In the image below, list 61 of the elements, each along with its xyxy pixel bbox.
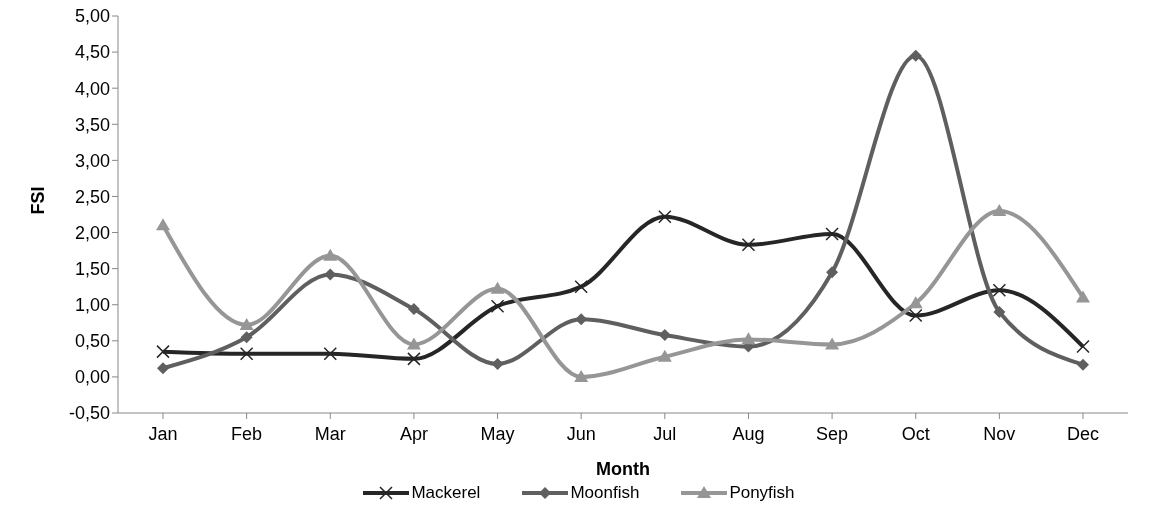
x-tick-label: Aug	[732, 423, 765, 444]
point	[156, 344, 170, 359]
point	[157, 362, 169, 375]
legend-label: Moonfish	[570, 483, 640, 503]
x-tick-label: Jan	[148, 423, 178, 444]
point	[490, 299, 505, 313]
point	[407, 303, 420, 316]
point	[239, 317, 254, 330]
y-tick-label: 4,00	[74, 78, 110, 99]
y-tick-label: 2,00	[74, 222, 110, 243]
point	[491, 357, 504, 370]
x-tick-label: Nov	[983, 423, 1016, 444]
point	[323, 347, 338, 361]
point	[239, 347, 254, 361]
x-tick-label: Feb	[231, 423, 263, 444]
point	[825, 337, 840, 350]
y-tick-label: 1,00	[74, 295, 110, 316]
x-tick-label: May	[480, 423, 515, 444]
y-tick-label: 2,50	[74, 186, 110, 207]
legend-label: Ponyfish	[729, 483, 795, 503]
point	[825, 227, 839, 241]
point	[1076, 339, 1090, 354]
y-axis-title: FSI	[28, 186, 49, 215]
y-tick-label: 3,00	[74, 150, 110, 171]
x-axis-title: Month	[596, 459, 650, 479]
y-tick-label: 5,00	[74, 6, 110, 27]
point	[1076, 290, 1090, 303]
point	[156, 218, 170, 231]
x-tick-label: Jul	[653, 423, 677, 444]
point	[490, 281, 505, 294]
point	[240, 331, 253, 344]
y-tick-label: 3,50	[74, 114, 110, 135]
legend-label: Mackerel	[411, 483, 481, 503]
point	[574, 369, 589, 382]
point	[992, 203, 1007, 216]
y-tick-label: -0,50	[68, 403, 110, 424]
point	[741, 332, 756, 345]
point	[658, 209, 672, 224]
point	[908, 296, 923, 309]
x-tick-label: Dec	[1066, 423, 1100, 444]
point	[323, 248, 338, 261]
y-tick-label: 0,50	[74, 331, 110, 352]
point	[992, 283, 1007, 298]
point	[406, 337, 421, 350]
x-tick-label: Sep	[816, 423, 849, 444]
point	[993, 305, 1006, 318]
point	[909, 49, 922, 62]
x-tick-label: Oct	[901, 423, 930, 444]
x-tick-label: Apr	[399, 423, 428, 444]
y-tick-label: 4,50	[74, 42, 110, 63]
point	[908, 308, 923, 323]
point	[826, 266, 839, 279]
x-tick-label: Mar	[314, 423, 346, 444]
point	[657, 349, 672, 362]
point	[741, 238, 756, 252]
point	[1077, 358, 1089, 371]
x-tick-label: Jun	[566, 423, 596, 444]
point	[407, 352, 421, 366]
y-tick-label: 1,50	[74, 259, 110, 280]
point	[574, 279, 588, 294]
y-tick-label: 0,00	[74, 367, 110, 388]
